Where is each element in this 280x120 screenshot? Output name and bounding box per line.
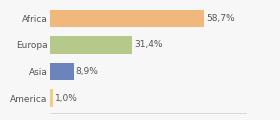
Bar (50, 90, 53, 107)
Text: 8,9%: 8,9% (76, 67, 99, 76)
Text: 31,4%: 31,4% (135, 40, 163, 49)
Bar (50, 10, 204, 27)
Bar (50, 36, 132, 54)
Bar (50, 63, 74, 80)
Text: 58,7%: 58,7% (206, 14, 235, 23)
Text: 1,0%: 1,0% (55, 94, 78, 103)
